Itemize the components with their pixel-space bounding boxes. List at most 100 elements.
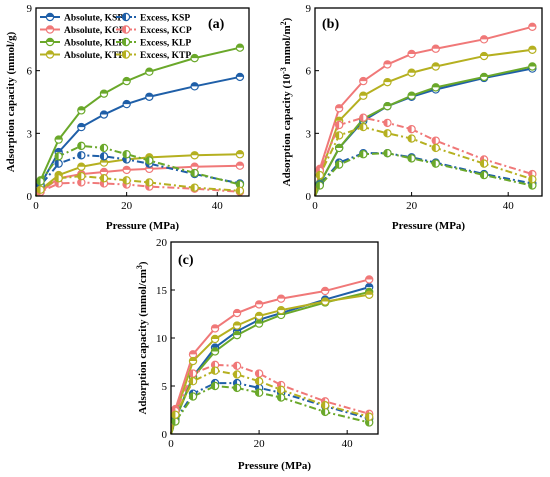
panel-b-ytick-label-6: 6 bbox=[306, 66, 312, 78]
panel-c-point-excess-kcp-2 bbox=[188, 369, 198, 378]
panel-c-point-excess-klp-1 bbox=[171, 417, 180, 426]
panel-b-point-absolute-ktp-8 bbox=[528, 45, 537, 54]
legend-label-excess-ksp: Excess, KSP bbox=[140, 14, 190, 24]
panel-c-point-excess-klp-7 bbox=[320, 407, 330, 417]
panel-c-point-excess-ktp-1 bbox=[171, 410, 180, 419]
panel-b-point-absolute-klp-8 bbox=[528, 62, 537, 71]
panel-b-series-excess-ksp bbox=[314, 152, 533, 197]
panel-a-point-excess-klp-2 bbox=[54, 152, 63, 161]
legend-item-excess-ksp: Excess, KSP bbox=[116, 12, 190, 24]
plot-c: 0 20 40 0 5 10 15 20 bbox=[156, 237, 374, 450]
panel-b-ylabel-mid: mmol/m bbox=[281, 25, 293, 67]
panel-a-series-absolute-klp bbox=[35, 46, 241, 197]
panel-a-point-excess-ktp-7 bbox=[190, 183, 199, 192]
panel-a-point-excess-ktp-6 bbox=[145, 178, 154, 187]
panel-a-point-absolute-klp-3 bbox=[77, 106, 86, 115]
panel-a-xtick-label-0: 0 bbox=[33, 200, 39, 212]
legend-label-absolute-ksp: Absolute, KSP bbox=[64, 14, 123, 24]
panel-a-ytick-label-6: 6 bbox=[27, 66, 33, 78]
legend-label-excess-klp: Excess, KLP bbox=[140, 39, 191, 49]
panel-c-point-excess-klp-4 bbox=[232, 383, 242, 393]
panel-a-legend: Absolute, KSP Absolute, KCP Absolute, KLP A… bbox=[40, 12, 192, 61]
panel-b-xtick-label-20: 20 bbox=[406, 200, 418, 212]
panel-c-point-excess-klp-3 bbox=[210, 381, 220, 391]
panel-b-point-absolute-kcp-3 bbox=[359, 76, 368, 86]
plot-b: 0 20 40 0 3 6 9 bbox=[306, 3, 537, 212]
panel-b-point-absolute-kcp-5 bbox=[407, 49, 416, 59]
panel-a-point-excess-ktp-3 bbox=[77, 171, 86, 181]
panel-a-frame bbox=[35, 7, 250, 197]
panel-c-ylabel-end: ) bbox=[137, 261, 149, 265]
panel-c-point-absolute-ktp-4 bbox=[232, 321, 242, 330]
panel-b-point-excess-klp-6 bbox=[431, 159, 440, 168]
panel-a-point-absolute-klp-8 bbox=[235, 43, 245, 52]
panel-a-point-excess-klp-4 bbox=[99, 143, 109, 153]
panel-a-point-absolute-kcp-5 bbox=[122, 165, 131, 175]
panel-c-point-absolute-kcp-6 bbox=[276, 294, 286, 303]
panel-b-ytick-label-9: 9 bbox=[306, 3, 312, 15]
panel-b-point-excess-kcp-5 bbox=[407, 124, 416, 134]
legend-item-absolute-ktp: Absolute, KTP bbox=[40, 50, 124, 61]
panel-b-point-excess-klp-3 bbox=[359, 150, 368, 159]
panel-b-point-excess-klp-8 bbox=[528, 181, 537, 190]
panel-b-point-absolute-klp-5 bbox=[407, 91, 416, 100]
legend-label-excess-kcp: Excess, KCP bbox=[140, 26, 192, 36]
panel-a-point-absolute-ksp-4 bbox=[99, 110, 109, 119]
panel-a-point-excess-klp-5 bbox=[122, 150, 131, 159]
panel-c-ylabel-sup: 3 bbox=[135, 265, 144, 269]
panel-b-point-excess-ktp-1 bbox=[315, 170, 325, 180]
legend-marker-absolute-klp bbox=[45, 37, 55, 47]
panel-c-point-excess-ktp-2 bbox=[188, 377, 198, 386]
panel-a-point-absolute-ktp-3 bbox=[77, 162, 86, 171]
panel-c-point-excess-ktp-3 bbox=[210, 366, 220, 375]
panel-a-point-excess-ktp-4 bbox=[99, 174, 109, 183]
panel-c-series-excess-ktp bbox=[170, 369, 370, 435]
panel-a-point-excess-ktp-1 bbox=[36, 185, 45, 194]
panel-c-point-absolute-ktp-8 bbox=[364, 290, 374, 299]
legend-item-absolute-klp: Absolute, KLP bbox=[40, 37, 124, 49]
legend-marker-excess-kcp bbox=[121, 25, 131, 34]
panel-b-point-absolute-kcp-8 bbox=[528, 22, 537, 31]
panel-a-point-absolute-klp-7 bbox=[190, 53, 199, 63]
panel-a-point-excess-ksp-4 bbox=[99, 152, 109, 161]
panel-c-ylabel: Adsorption capacity (mmol/cm3) bbox=[135, 261, 149, 414]
panel-b-point-absolute-klp-4 bbox=[383, 101, 392, 111]
panel-b-point-absolute-kcp-2 bbox=[334, 104, 344, 113]
panel-a-point-absolute-klp-2 bbox=[54, 135, 63, 144]
panel-b-label: (b) bbox=[322, 17, 339, 32]
panel-b-point-excess-klp-2 bbox=[334, 160, 344, 169]
panel-b-point-excess-ktp-2 bbox=[334, 131, 344, 140]
legend-marker-absolute-kcp bbox=[45, 25, 55, 34]
panel-c-point-excess-ktp-5 bbox=[254, 377, 264, 386]
panel-c-series-excess-kcp bbox=[170, 363, 370, 435]
panel-b-point-excess-klp-1 bbox=[315, 181, 325, 190]
panel-b-xtick-label-40: 40 bbox=[503, 200, 515, 212]
panel-b-point-absolute-klp-2 bbox=[334, 143, 344, 153]
panel-b-point-excess-klp-4 bbox=[383, 148, 392, 158]
panel-b-point-absolute-ktp-6 bbox=[431, 62, 440, 71]
panel-c-point-excess-ktp-4 bbox=[232, 370, 242, 379]
panel-a-point-absolute-ksp-3 bbox=[77, 122, 86, 132]
panel-b-ylabel-sup2: 2 bbox=[279, 21, 288, 25]
panel-c-point-excess-ktp-6 bbox=[276, 385, 286, 395]
legend-marker-absolute-ktp bbox=[45, 50, 55, 59]
panel-c-point-absolute-kcp-7 bbox=[320, 286, 330, 296]
panel-a-point-absolute-klp-4 bbox=[99, 89, 109, 98]
panel-b-point-excess-kcp-6 bbox=[431, 136, 440, 145]
legend-marker-absolute-ksp bbox=[45, 12, 55, 22]
panel-a-point-absolute-ksp-5 bbox=[122, 99, 131, 109]
panel-a-label: (a) bbox=[208, 17, 225, 32]
panel-b-ylabel: Adsorption capacity (10-3 mmol/m2) bbox=[279, 17, 293, 186]
panel-c-point-absolute-kcp-8 bbox=[364, 275, 374, 284]
panel-c-point-absolute-klp-4 bbox=[232, 330, 242, 340]
panel-a-point-absolute-ksp-6 bbox=[145, 92, 154, 101]
legend-label-absolute-klp: Absolute, KLP bbox=[64, 39, 124, 49]
panel-a: 0 20 40 0 3 6 9 (a) Pressure (MPa) Adsorption … bbox=[5, 3, 250, 232]
legend-item-excess-klp: Excess, KLP bbox=[116, 37, 191, 49]
panel-b-point-excess-klp-7 bbox=[479, 170, 489, 180]
panel-b-point-excess-ktp-5 bbox=[407, 134, 416, 143]
panel-b-point-excess-ktp-4 bbox=[383, 129, 392, 138]
panel-a-series-excess-ksp bbox=[35, 154, 241, 197]
panel-a-point-excess-ktp-5 bbox=[122, 176, 131, 185]
panel-b-point-absolute-kcp-7 bbox=[479, 35, 489, 44]
